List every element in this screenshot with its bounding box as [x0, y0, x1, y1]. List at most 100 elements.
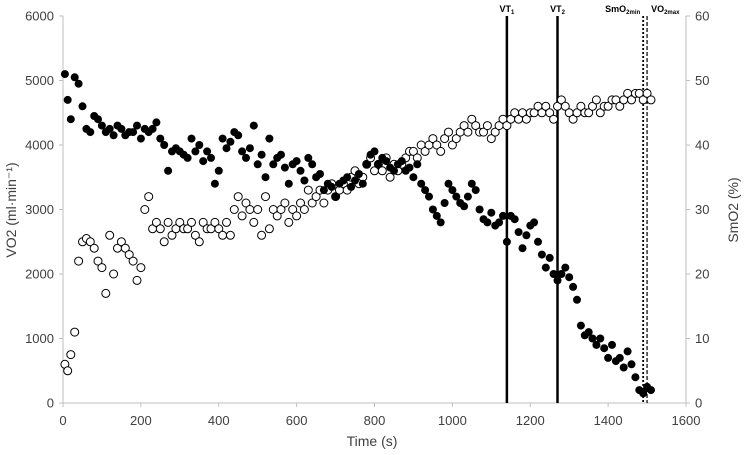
vo2-point [425, 192, 433, 201]
vo2-point [343, 173, 352, 182]
smo2-point [521, 114, 531, 124]
vo2-point [545, 253, 554, 262]
vo2-point [249, 121, 258, 130]
x-tick-label: 400 [208, 413, 230, 428]
vo2-point [257, 150, 266, 159]
smo2-point [440, 134, 450, 144]
vo2-point [569, 282, 578, 291]
vo2-point [296, 166, 305, 175]
threshold-markers: VT1 VT2 SmO2min VO2max [499, 4, 680, 403]
smo2-point [588, 101, 597, 111]
y-right-tick-label: 0 [695, 396, 702, 411]
y-right-tick-label: 10 [695, 331, 709, 346]
smo2-point [292, 211, 302, 221]
x-tick-label: 1200 [516, 413, 545, 428]
vo2-point [537, 250, 546, 259]
vo2-point [86, 128, 95, 137]
vo2-point [358, 179, 367, 188]
smo2-point [85, 237, 95, 247]
smo2-point [603, 101, 613, 111]
vo2-point [261, 173, 270, 182]
vo2-point [351, 176, 359, 185]
smo2-point [428, 134, 438, 144]
y-left-tick-label: 2000 [25, 267, 54, 282]
threshold-label-main: VO [651, 4, 664, 14]
smo2-point [471, 121, 481, 131]
vo2-point [627, 360, 636, 369]
smo2-point [482, 121, 492, 131]
vo2-point [502, 237, 511, 246]
smo2-point [385, 172, 395, 182]
smo2-point [502, 121, 512, 131]
smo2-point [420, 146, 430, 156]
vo2-point [327, 182, 336, 191]
smo2-point [74, 256, 84, 266]
y-right-tick-label: 30 [695, 202, 709, 217]
vo2-point [78, 102, 87, 111]
vo2-point [105, 124, 114, 133]
vo2-point [308, 160, 317, 169]
smo2-point [284, 217, 294, 227]
threshold-label-3: SmO2min [605, 4, 640, 16]
vo2-point [203, 147, 212, 156]
vo2-point [553, 276, 562, 285]
vo2-point [245, 144, 254, 153]
vo2-point [292, 157, 301, 166]
vo2-point [487, 208, 496, 217]
vo2-point [549, 270, 558, 278]
smo2-point [66, 350, 76, 360]
smo2-point [463, 127, 473, 137]
threshold-label-main: VT [550, 4, 562, 14]
vo2-point [277, 150, 285, 159]
smo2-point [408, 146, 418, 156]
y-left-tick-label: 1000 [25, 331, 54, 346]
vo2-point [522, 231, 531, 240]
vo2-point [452, 192, 461, 201]
vo2-point [253, 160, 262, 169]
vo2-point [187, 134, 196, 143]
vo2-point [584, 328, 593, 337]
smo2-point [116, 237, 126, 247]
smo2-point [163, 217, 173, 227]
smo2-point [311, 192, 321, 202]
vo2-point [565, 273, 574, 282]
smo2-point [190, 230, 200, 240]
smo2-point [451, 134, 461, 144]
vo2-point [148, 124, 157, 133]
threshold-label-sub: 2 [562, 10, 566, 16]
smo2-point [576, 101, 586, 111]
y-right-tick-label: 50 [695, 73, 709, 88]
vo2-point [514, 228, 523, 237]
smo2-point [89, 243, 99, 253]
smo2-point [486, 134, 496, 144]
vo2-point [467, 179, 476, 188]
vo2-point [136, 134, 145, 143]
smo2-point [299, 205, 309, 214]
threshold-label-sub: 1 [511, 10, 515, 16]
smo2-point [144, 192, 154, 202]
smo2-point [642, 88, 652, 98]
vo2-point [280, 163, 289, 172]
smo2-point [276, 205, 286, 214]
vo2-point [382, 157, 391, 166]
vo2-point [436, 218, 445, 227]
vo2-point [183, 153, 192, 162]
smo2-point [615, 101, 625, 111]
threshold-label-1: VT1 [499, 4, 515, 16]
smo2-point [245, 205, 255, 214]
vo2-point [370, 147, 379, 156]
smo2-point [97, 263, 107, 273]
vo2-point [510, 215, 519, 224]
x-tick-label: 0 [59, 413, 66, 428]
vo2-point [94, 115, 102, 124]
vo2-point [623, 347, 632, 356]
x-tick-label: 1000 [438, 413, 467, 428]
vo2-point [160, 141, 169, 149]
x-tick-label: 1400 [594, 413, 623, 428]
x-tick-label: 600 [286, 413, 308, 428]
vo2-point [66, 115, 75, 124]
x-tick-label: 1600 [672, 413, 701, 428]
smo2-point [237, 211, 247, 221]
smo2-point [296, 198, 305, 208]
